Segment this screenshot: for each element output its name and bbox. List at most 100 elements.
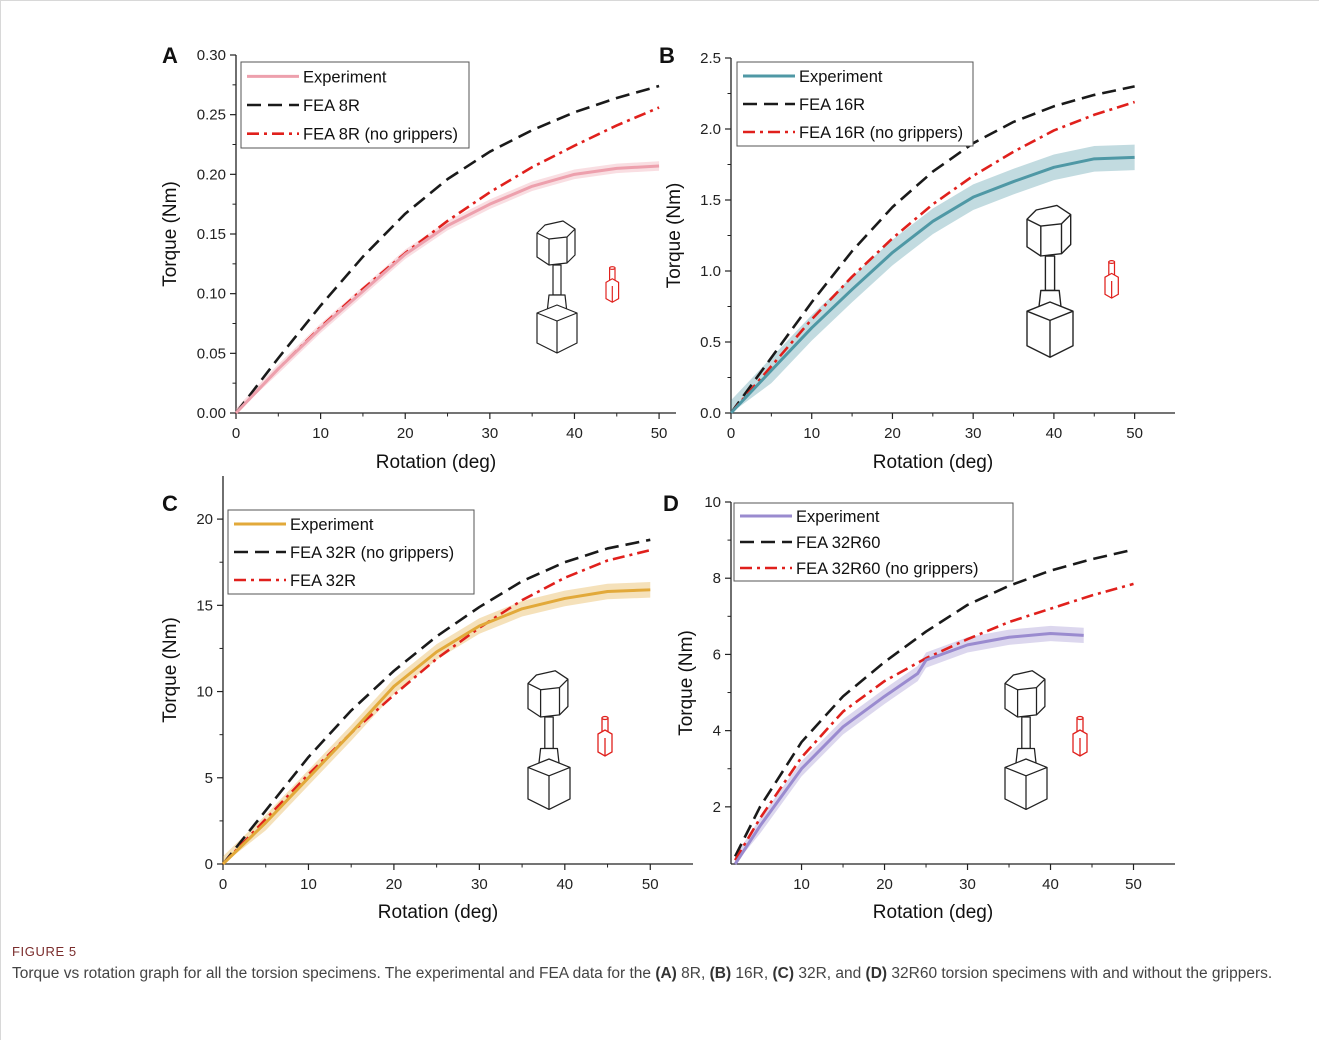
- chart-b-y-title: Torque (Nm): [664, 183, 685, 289]
- chart-a-y-tick-label: 0.00: [197, 405, 226, 422]
- grip-block-edge: [1004, 766, 1048, 777]
- chart-c-y-tick-label: 20: [196, 511, 213, 528]
- chart-d-x-title: Rotation (deg): [873, 902, 993, 923]
- caption-text: Torque vs rotation graph for all the tor…: [12, 963, 1307, 985]
- specimen-icon: [1026, 204, 1074, 358]
- chart-b-x-title: Rotation (deg): [873, 452, 993, 473]
- red-specimen-top: [1108, 259, 1116, 265]
- chart-b-legend-label: Experiment: [799, 68, 883, 86]
- chart-b-legend-label: FEA 16R (no grippers): [799, 124, 963, 142]
- chart-a-x-tick-label: 50: [651, 425, 668, 442]
- chart-c-x-tick-label: 10: [300, 876, 317, 893]
- chart-b-x-tick-label: 10: [803, 425, 820, 442]
- chart-a-y-tick-label: 0.10: [197, 286, 226, 303]
- hex-head-edge: [1026, 214, 1072, 227]
- chart-a-panel-label: A: [162, 43, 178, 68]
- chart-c-y-tick-label: 0: [205, 856, 213, 873]
- chart-d-y-tick-label: 6: [713, 646, 721, 663]
- chart-a-legend-label: FEA 8R: [303, 97, 360, 115]
- specimen-red-icon: [605, 266, 620, 303]
- chart-b-x-tick-label: 40: [1046, 425, 1063, 442]
- caption-text-c: 32R, and: [794, 965, 866, 982]
- chart-a-y-tick-label: 0.20: [197, 166, 226, 183]
- chart-a-y-tick-label: 0.15: [197, 226, 226, 243]
- chart-b-x-tick-label: 50: [1126, 425, 1143, 442]
- chart-b-y-tick-label: 2.5: [700, 50, 721, 67]
- chart-d-y-title: Torque (Nm): [676, 630, 697, 736]
- chart-c-y-tick-label: 10: [196, 684, 213, 701]
- chart-d-panel-label: D: [663, 491, 679, 516]
- chart-c-x-tick-label: 30: [471, 876, 488, 893]
- chart-d-x-tick-label: 10: [793, 876, 810, 893]
- chart-b-y-tick-label: 2.0: [700, 121, 721, 138]
- caption-tag-c: (C): [772, 965, 795, 982]
- chart-c-legend-label: FEA 32R (no grippers): [290, 544, 454, 562]
- chart-c-series-1-line: [221, 538, 651, 865]
- specimen-shaft: [1044, 255, 1056, 292]
- red-specimen-top: [1076, 715, 1084, 721]
- chart-b-series-0-line: [729, 155, 1135, 415]
- chart-b-x-tick-label: 20: [884, 425, 901, 442]
- chart-c-x-tick-label: 20: [386, 876, 403, 893]
- chart-a-legend-label: FEA 8R (no grippers): [303, 126, 458, 144]
- specimen-red-icon: [597, 715, 613, 757]
- chart-a-series-0-band: [236, 161, 660, 413]
- specimen-shaft: [1021, 716, 1031, 750]
- specimen-red-icon: [1072, 715, 1088, 757]
- chart-d-series-1-line: [733, 548, 1134, 857]
- chart-d-x-tick-label: 50: [1125, 876, 1142, 893]
- chart-c-series-2-line: [222, 548, 651, 865]
- red-specimen-top: [609, 266, 616, 270]
- chart-b-panel-label: B: [659, 43, 675, 68]
- chart-b-series-2-line: [730, 100, 1136, 414]
- chart-b-y-tick-label: 1.0: [700, 263, 721, 280]
- chart-d-legend-label: FEA 32R60: [796, 534, 880, 552]
- chart-c-legend-label: FEA 32R: [290, 572, 356, 590]
- chart-c-y-title: Torque (Nm): [160, 617, 181, 723]
- caption-tag-a: (A): [655, 965, 677, 982]
- chart-a-x-tick-label: 0: [232, 425, 240, 442]
- chart-c-panel-label: C: [162, 491, 178, 516]
- chart-c-x-title: Rotation (deg): [378, 902, 498, 923]
- chart-d-y-tick-label: 4: [713, 723, 721, 740]
- chart-a-x-tick-label: 10: [312, 425, 329, 442]
- chart-a-x-tick-label: 30: [482, 425, 499, 442]
- hex-head-shape: [536, 220, 576, 266]
- caption-tag-b: (B): [709, 965, 732, 982]
- figure-5: A0 10 20 30 40 500.000.050.100.150.200.250.30…: [160, 43, 1175, 923]
- chart-a-series-2-line: [235, 106, 660, 414]
- chart-b-x-tick-label: 30: [965, 425, 982, 442]
- chart-c-y-tick-label: 15: [196, 597, 213, 614]
- chart-d-legend-label: FEA 32R60 (no grippers): [796, 560, 979, 578]
- chart-b-legend-label: FEA 16R: [799, 96, 865, 114]
- caption-pre: Torque vs rotation graph for all the tor…: [12, 965, 656, 982]
- chart-d-y-tick-label: 8: [713, 570, 721, 587]
- hex-head-edge: [527, 678, 569, 691]
- chart-a-x-tick-label: 20: [397, 425, 414, 442]
- chart-b-x-tick-label: 0: [727, 425, 735, 442]
- caption-text-a: 8R,: [676, 965, 710, 982]
- panel-d: D 10 20 30 40 50 2 4 6 8 10 Rotation (deg) Torque (N…: [663, 491, 1175, 923]
- caption-text-b: 16R,: [731, 965, 773, 982]
- chart-b-y-tick-label: 0.5: [700, 334, 721, 351]
- hex-head-edge: [536, 228, 576, 240]
- specimen-shaft: [544, 716, 554, 750]
- chart-a-y-tick-label: 0.05: [197, 345, 226, 362]
- hex-head-edge: [1004, 678, 1046, 691]
- chart-a-series-0-line: [234, 164, 660, 415]
- specimen-icon: [527, 670, 571, 811]
- specimen-shaft: [552, 264, 562, 296]
- chart-a-y-tick-label: 0.30: [197, 47, 226, 64]
- chart-c-legend-label: Experiment: [290, 516, 374, 534]
- hex-head-shape: [527, 670, 569, 718]
- specimen-icon: [536, 220, 578, 354]
- chart-c-y-tick-label: 5: [205, 770, 213, 787]
- caption-tag-d: (D): [865, 965, 888, 982]
- chart-d-x-tick-label: 40: [1042, 876, 1059, 893]
- chart-c-x-tick-label: 0: [219, 876, 227, 893]
- chart-b-y-tick-label: 1.5: [700, 192, 721, 209]
- chart-c-x-tick-label: 40: [556, 876, 573, 893]
- chart-a-x-tick-label: 40: [566, 425, 583, 442]
- chart-d-y-tick-label: 2: [713, 799, 721, 816]
- chart-d-x-tick-label: 30: [959, 876, 976, 893]
